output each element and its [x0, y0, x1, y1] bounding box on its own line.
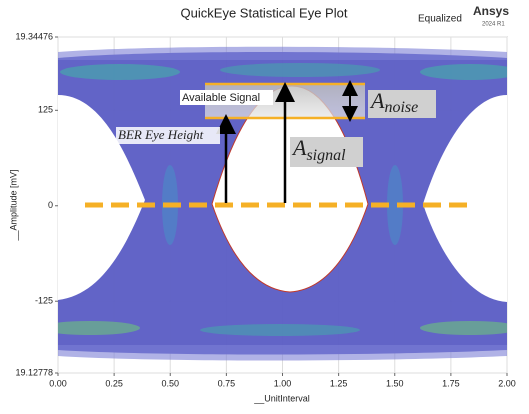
y-tick-label: 19.12778 — [15, 367, 53, 377]
x-tick-label: 1.50 — [386, 378, 404, 388]
y-tick-label: 0 — [48, 200, 53, 210]
x-tick-label: 1.75 — [442, 378, 460, 388]
x-tick-label: 2.00 — [498, 378, 516, 388]
y-tick-label: -125 — [35, 296, 53, 306]
x-tick-label: 1.00 — [274, 378, 292, 388]
y-axis-label: __Amplitude [mV] — [8, 169, 18, 241]
brand-version: 2024 R1 — [482, 22, 505, 28]
a-noise-base: A — [369, 88, 385, 113]
label-bg — [180, 90, 273, 105]
x-tick-label: 0.75 — [218, 378, 236, 388]
ber-eye-height-label: BER Eye Height — [118, 127, 204, 142]
x-tick-label: 1.25 — [330, 378, 348, 388]
a-signal-sub: signal — [306, 147, 346, 164]
chart-title: QuickEye Statistical Eye Plot — [181, 5, 348, 20]
brand: Ansys — [473, 4, 509, 18]
a-signal-label: Asignal — [291, 135, 346, 164]
x-tick-label: 0.25 — [105, 378, 123, 388]
label-bg — [116, 127, 220, 144]
label-bg — [290, 137, 363, 167]
y-tick-label: 19.34476 — [15, 31, 53, 41]
y-tick-label: 125 — [38, 105, 53, 115]
a-noise-label: Anoise — [369, 88, 418, 116]
x-axis-label: __UnitInterval — [253, 393, 310, 403]
label-bg — [368, 90, 436, 118]
a-noise-sub: noise — [384, 99, 418, 116]
x-tick-label: 0.00 — [49, 378, 67, 388]
available-signal-label: Available Signal — [182, 92, 260, 104]
badge: Equalized — [418, 14, 462, 25]
a-signal-base: A — [291, 135, 307, 160]
x-tick-label: 0.50 — [161, 378, 179, 388]
